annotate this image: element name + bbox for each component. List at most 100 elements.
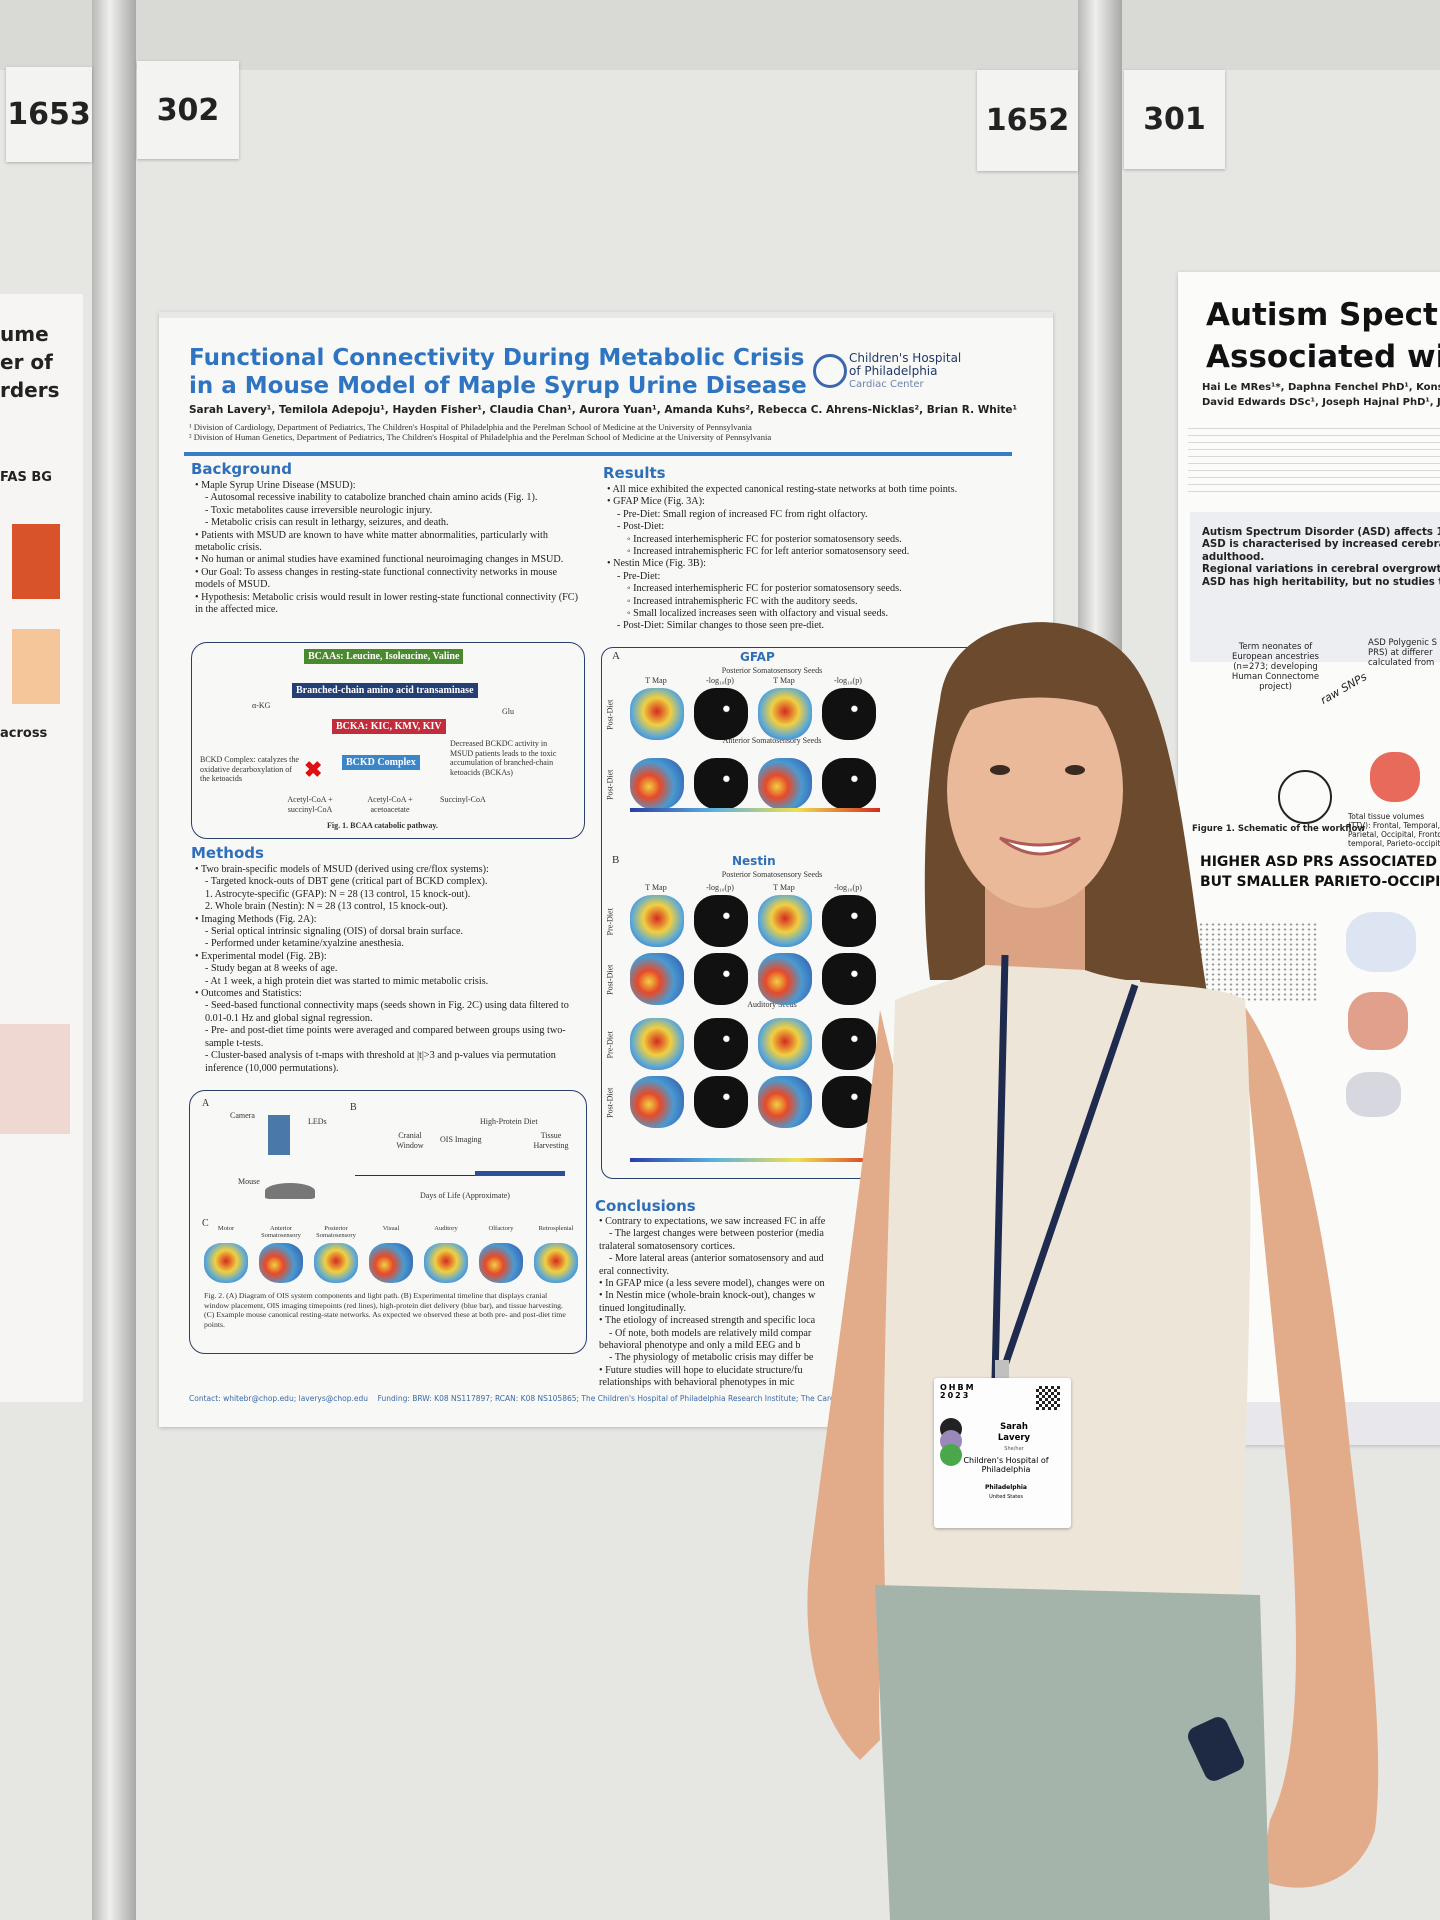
pathway-label: BCKD Complex: catalyzes the oxidative de… (200, 755, 299, 783)
board-number: 1652 (977, 70, 1078, 171)
colorbar (630, 1158, 880, 1162)
seed-label: Posterior Somatosensory Seeds (721, 666, 823, 675)
section-body: • Contrary to expectations, we saw incre… (599, 1216, 1019, 1390)
right-arm (1240, 1000, 1379, 1888)
list-item: • Outcomes and Statistics: (195, 988, 302, 1000)
figure (12, 629, 60, 704)
logo-dot (940, 1444, 962, 1466)
list-item: 2. Whole brain (Nestin): N = 28 (13 cont… (205, 901, 448, 913)
brain-map (822, 895, 876, 947)
brain-map (630, 688, 684, 740)
block-icon: ✖ (304, 757, 323, 782)
authors: Sarah Lavery¹, Temilola Adepoju¹, Hayden… (189, 404, 1018, 416)
name-line: Sarah (1000, 1422, 1028, 1432)
board-number: 302 (137, 61, 239, 159)
panel-label: C (202, 1218, 209, 1229)
affiliations: ¹ Division of Cardiology, Department of … (189, 422, 771, 442)
list-item: • Patients with MSUD are known to have w… (195, 529, 548, 554)
list-item: - Toxic metabolites cause irreversible n… (205, 504, 433, 516)
text: rders (0, 378, 60, 402)
funding: Funding: BRW: K08 NS117897; RCAN: K08 NS… (377, 1394, 846, 1403)
heading-line: BUT SMALLER PARIETO-OCCIPITAL (1200, 874, 1440, 890)
axis-label: Days of Life (Approximate) (420, 1191, 510, 1200)
column-label: -log₁₀(p) (834, 676, 862, 685)
brain-map (259, 1243, 303, 1283)
brain-map (479, 1243, 523, 1283)
mouse-icon (265, 1183, 315, 1199)
poster-title-fragment: ume er of rders (0, 320, 60, 404)
brain-map (694, 758, 748, 810)
network-label: Olfactory (488, 1225, 514, 1232)
list-item: - Seed-based functional connectivity map… (205, 1000, 569, 1024)
affiliation: ¹ Division of Cardiology, Department of … (189, 422, 752, 432)
list-item: adulthood. (1202, 551, 1265, 563)
list-item: ASD is characterised by increased cerebr… (1202, 539, 1440, 551)
list-item: - Study began at 8 weeks of age. (205, 963, 338, 975)
column-label: T Map (773, 883, 795, 892)
left-poster: ume er of rders FAS BG across (0, 294, 83, 1402)
title-line: in a Mouse Model of Maple Syrup Urine Di… (189, 373, 807, 399)
rule (184, 452, 1012, 456)
event-line: 2023 (940, 1391, 971, 1400)
section-body: • All mice exhibited the expected canoni… (607, 484, 1027, 633)
network-label: Motor (217, 1225, 235, 1232)
title-line: Associated with L (1206, 339, 1440, 375)
heading-fragment: FAS BG (0, 470, 52, 485)
list-item: • Future studies will hope to elucidate … (599, 1364, 803, 1376)
baby-icon (1278, 770, 1332, 824)
title-line: Functional Connectivity During Metabolic… (189, 345, 805, 371)
authors: Hai Le MRes¹*, Daphna Fenchel PhD¹, Kons… (1202, 380, 1440, 410)
list-item: - Cluster-based analysis of t-maps with … (205, 1050, 556, 1074)
results-heading: HIGHER ASD PRS ASSOCIATED WITH LA BUT SM… (1200, 852, 1440, 892)
list-item: - Metabolic crisis can result in letharg… (205, 517, 449, 529)
brain-figure (1348, 992, 1408, 1050)
pathway-box: BCAAs: Leucine, Isoleucine, Valine (304, 649, 464, 664)
list-item: relationships with behavioral phenotypes… (599, 1377, 795, 1389)
brain-map (822, 953, 876, 1005)
camera-icon (268, 1115, 290, 1155)
column-label: T Map (645, 883, 667, 892)
brain-icon (1370, 752, 1420, 802)
diagram-label: LEDs (308, 1117, 327, 1126)
poster-edge (159, 312, 1053, 318)
list-item: - Performed under ketamine/xyalzine anes… (205, 938, 404, 950)
brain-map (758, 953, 812, 1005)
diet-bar (475, 1171, 565, 1176)
section-heading: Methods (191, 844, 264, 862)
pole (92, 0, 136, 1920)
footer: Contact: whitebr@chop.edu; laverys@chop.… (189, 1394, 846, 1403)
brain-figure (1346, 1072, 1401, 1117)
list-item: • All mice exhibited the expected canoni… (607, 484, 958, 495)
heading-line: HIGHER ASD PRS ASSOCIATED WITH LA (1200, 854, 1440, 870)
network-label: Posterior Somatosensory (316, 1225, 356, 1239)
list-item: ◦ Increased interhemispheric FC for post… (627, 583, 902, 595)
figure-caption: Fig. 1. BCAA catabolic pathway. (327, 821, 438, 830)
board-number: 1653 (6, 67, 92, 162)
brain-map (314, 1243, 358, 1283)
title-line: Autism Spectrum (1206, 297, 1440, 333)
author-line: Hai Le MRes¹*, Daphna Fenchel PhD¹, Kons… (1202, 382, 1440, 393)
timeline-label: Tissue Harvesting (533, 1131, 569, 1150)
event: OHBM 2023 (940, 1384, 976, 1400)
brain-map (822, 1076, 876, 1128)
board-number: 301 (1124, 70, 1225, 169)
panel-label: A (202, 1098, 210, 1109)
qr-code (1036, 1386, 1060, 1410)
list-item: tralateral somatosensory cortices. (599, 1240, 736, 1252)
column-label: -log₁₀(p) (706, 883, 734, 892)
network-label: Visual (382, 1225, 400, 1232)
seed-label: Posterior Somatosensory Seeds (721, 870, 823, 879)
list-item: ◦ Increased intrahemispheric FC for left… (627, 546, 910, 558)
bullets: Autism Spectrum Disorder (ASD) affects 1… (1202, 527, 1440, 589)
scatter-plot (1198, 922, 1318, 1002)
text: ume (0, 322, 49, 346)
list-item: - The largest changes were between poste… (609, 1228, 824, 1240)
diagram-label: Camera (230, 1111, 255, 1120)
brain-figure (1346, 912, 1416, 972)
list-item: eral connectivity. (599, 1265, 670, 1277)
pathway-label: Decreased BCKDC activity in MSUD patient… (450, 739, 557, 777)
list-item: ◦ Increased interhemispheric FC for post… (627, 533, 902, 545)
figure-3: A GFAP B Nestin Posterior Somatosensory … (601, 647, 1043, 1179)
network-label: Retrosplenial (538, 1225, 574, 1232)
